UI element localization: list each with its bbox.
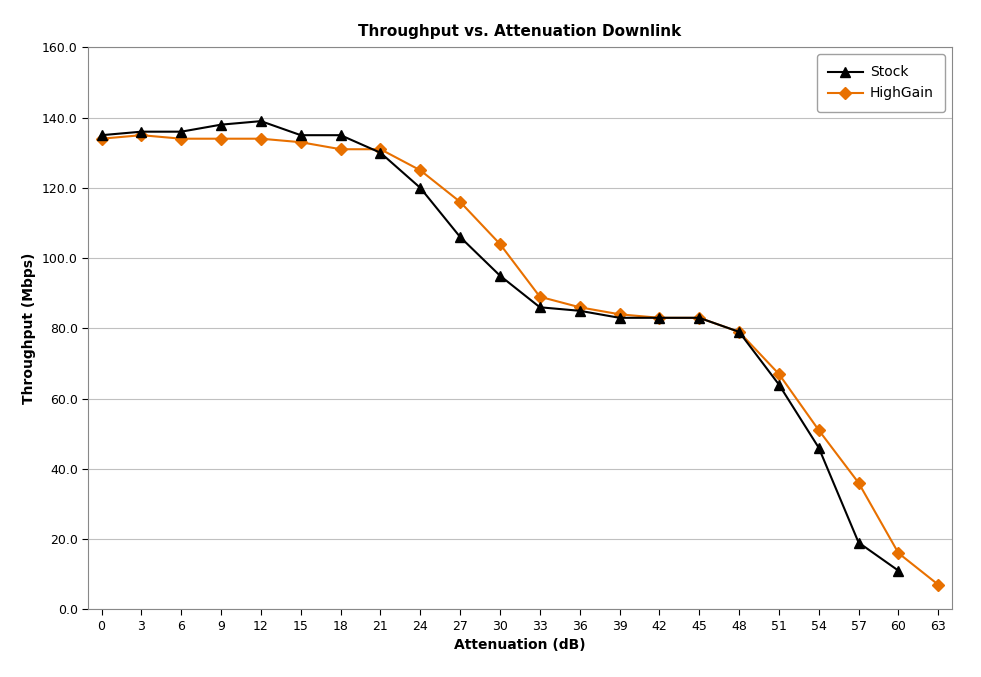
- Stock: [852, 538, 864, 546]
- Stock: [454, 233, 466, 241]
- HighGain: [414, 167, 426, 175]
- HighGain: [653, 313, 665, 322]
- Line: Stock: Stock: [97, 116, 904, 575]
- Stock: [215, 121, 227, 129]
- HighGain: [773, 370, 785, 378]
- Stock: [135, 127, 147, 135]
- Stock: [335, 131, 346, 139]
- HighGain: [852, 479, 864, 487]
- Stock: [813, 443, 825, 452]
- Stock: [414, 183, 426, 192]
- Stock: [255, 117, 267, 125]
- HighGain: [534, 292, 545, 301]
- HighGain: [813, 426, 825, 434]
- Stock: [176, 127, 187, 135]
- HighGain: [176, 135, 187, 143]
- Y-axis label: Throughput (Mbps): Throughput (Mbps): [23, 253, 36, 404]
- HighGain: [494, 240, 506, 248]
- HighGain: [96, 135, 108, 143]
- Stock: [96, 131, 108, 139]
- Stock: [534, 303, 545, 311]
- Stock: [614, 313, 626, 322]
- Stock: [653, 313, 665, 322]
- Stock: [574, 307, 586, 315]
- HighGain: [893, 549, 904, 557]
- HighGain: [574, 303, 586, 311]
- Stock: [893, 567, 904, 575]
- Stock: [773, 380, 785, 389]
- Stock: [295, 131, 307, 139]
- HighGain: [335, 145, 346, 153]
- HighGain: [255, 135, 267, 143]
- HighGain: [614, 310, 626, 318]
- HighGain: [733, 328, 745, 336]
- Stock: [494, 271, 506, 280]
- Legend: Stock, HighGain: Stock, HighGain: [817, 54, 945, 112]
- Stock: [694, 313, 705, 322]
- X-axis label: Attenuation (dB): Attenuation (dB): [454, 638, 586, 652]
- HighGain: [694, 313, 705, 322]
- Line: HighGain: HighGain: [97, 131, 943, 589]
- Stock: [375, 149, 387, 157]
- HighGain: [454, 198, 466, 206]
- HighGain: [135, 131, 147, 139]
- HighGain: [932, 581, 944, 589]
- Stock: [733, 328, 745, 336]
- HighGain: [375, 145, 387, 153]
- Title: Throughput vs. Attenuation Downlink: Throughput vs. Attenuation Downlink: [358, 24, 682, 39]
- HighGain: [215, 135, 227, 143]
- HighGain: [295, 138, 307, 146]
